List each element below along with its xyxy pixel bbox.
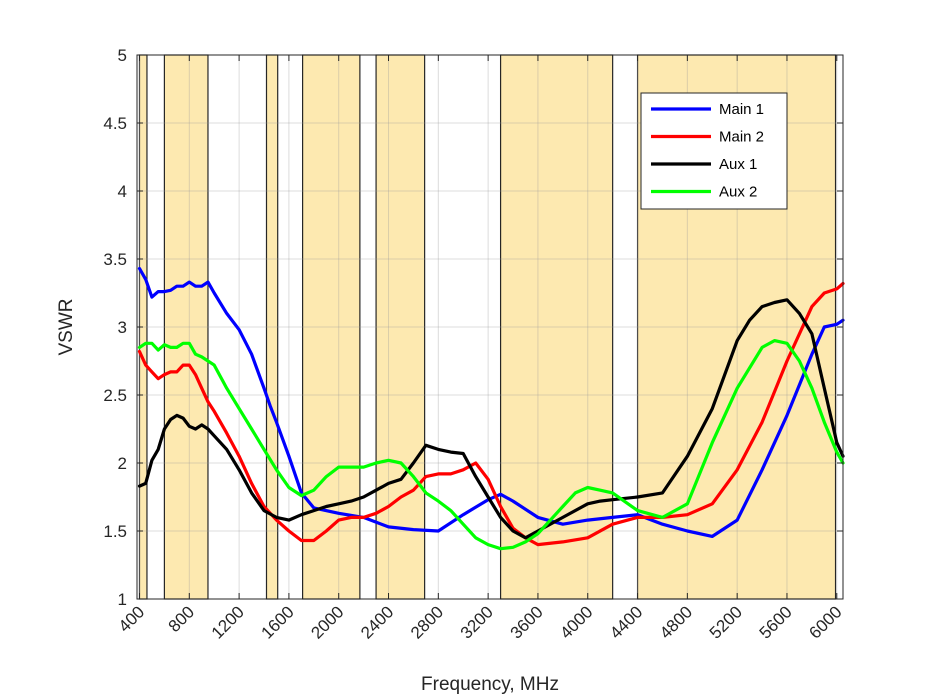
y-tick-label: 4.5 [103,114,127,133]
y-ticks: 1 1.5 2 2.5 3 3.5 4 4.5 5 [103,46,843,609]
legend-box [640,92,788,210]
y-tick-label: 5 [118,46,127,65]
legend-label: Aux 2 [719,184,757,201]
grid-lines [137,54,843,600]
x-axis-title: Frequency, MHz [421,674,559,695]
y-tick-label: 3.5 [103,250,127,269]
y-tick-label: 1.5 [103,522,127,541]
frequency-band [499,54,614,600]
series-line-aux-2 [137,339,845,551]
y-tick-label: 3 [118,318,127,337]
legend: Main 1 Main 2 Aux 1 Aux 2 [640,92,788,210]
y-tick-label: 4 [118,182,127,201]
legend-label: Main 1 [719,101,764,118]
series-line-main-2 [137,281,845,547]
legend-label: Aux 1 [719,156,757,173]
y-tick-label: 1 [118,590,127,609]
frequency-band [163,54,209,600]
series-line-aux-1 [137,298,845,540]
legend-label: Main 2 [719,129,764,146]
y-tick-label: 2 [118,454,127,473]
series-lines [137,266,845,551]
y-tick-label: 2.5 [103,386,127,405]
series-line-main-1 [137,266,845,538]
y-axis-title: VSWR [56,299,77,356]
